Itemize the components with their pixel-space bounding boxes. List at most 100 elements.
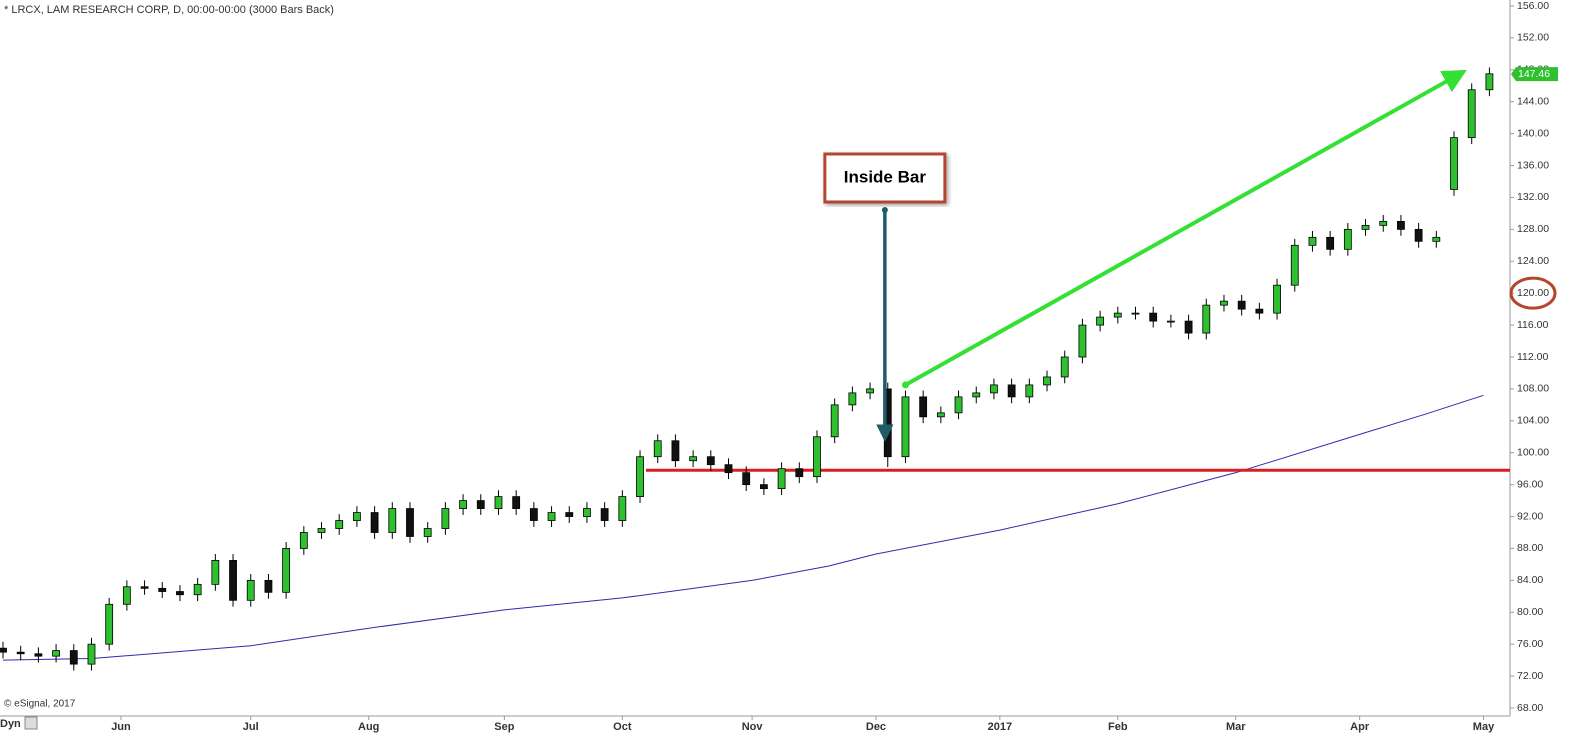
candle-body [813,436,821,478]
candle-body [158,587,167,592]
y-tick-label: 76.00 [1517,638,1543,650]
tick-highlight [1509,276,1557,310]
candle-body [1467,89,1476,139]
y-tick-label: 128.00 [1517,223,1549,235]
candle-body [777,468,786,490]
candle-body [193,583,202,596]
candle-body [0,647,7,653]
last-price-label: 147.46 [1518,68,1550,80]
y-tick-label: 68.00 [1517,702,1543,714]
candle-body [1273,284,1281,314]
candle-body [565,512,574,517]
candle-body [724,464,733,474]
candle-body [1414,228,1423,242]
candle-body [848,392,857,406]
corner-label: Dyn [0,718,21,730]
candle-body [1450,137,1458,190]
y-tick-label: 116.00 [1517,319,1548,331]
y-tick-label: 156.00 [1517,0,1549,12]
x-tick-label: Oct [613,721,632,733]
candle-body [246,579,255,601]
candle-body [1060,356,1069,378]
candle-body [1326,236,1335,250]
candle-body [1096,316,1105,326]
candle-body [1397,220,1405,230]
y-tick-label: 124.00 [1517,255,1549,267]
x-tick-label: May [1473,721,1495,733]
x-tick-label: Sep [494,721,514,733]
y-tick-label: 80.00 [1517,606,1543,618]
chart-title: * LRCX, LAM RESEARCH CORP, D, 00:00-00:0… [4,4,334,16]
y-tick-label: 136.00 [1517,159,1549,171]
x-tick-label: Jun [111,721,131,733]
candle-body [1379,220,1388,226]
callout-dot [881,207,888,213]
candle-body [759,484,768,490]
candle-body [335,520,344,529]
candle-body [211,560,220,585]
candle-body [1184,320,1193,334]
x-tick-label: Mar [1226,721,1246,733]
y-tick-label: 112.00 [1517,351,1548,363]
y-tick-label: 120.00 [1517,287,1549,299]
candle-body [990,384,998,394]
candle-body [16,651,25,655]
candle-body [742,472,751,486]
y-tick-label: 84.00 [1517,574,1543,586]
candle-body [901,396,910,458]
candle-body [370,512,379,533]
lock-icon[interactable] [24,716,38,730]
candle-body [441,508,450,529]
candle-body [972,392,981,398]
candle-body [653,440,662,458]
candle-body [529,508,538,521]
candle-body [1485,73,1494,91]
x-tick-label: Jul [243,721,259,733]
candle-body [52,650,60,657]
candle-body [830,404,839,438]
y-tick-label: 140.00 [1517,127,1549,139]
callout-text: Inside Bar [844,167,927,186]
x-tick-label: Dec [866,721,886,733]
candle-body [494,496,503,509]
candle-body [689,456,698,462]
candle-body [1043,376,1051,386]
candle-body [299,532,308,549]
candle-body [229,560,237,601]
y-tick-label: 132.00 [1517,191,1549,203]
candle-body [866,388,874,394]
copyright: © eSignal, 2017 [4,699,76,710]
candle-body [1078,324,1087,358]
y-tick-label: 96.00 [1517,478,1543,490]
y-tick-label: 144.00 [1517,96,1549,108]
candle-body [105,603,114,645]
candle-body [671,440,680,462]
candle-body [1432,236,1441,242]
candle-body [69,650,78,665]
candle-body [706,456,715,466]
candle-body [795,468,804,478]
candle-body [1255,308,1264,314]
candle-body [388,508,397,533]
x-tick-label: Aug [358,721,379,733]
y-tick-label: 152.00 [1517,32,1549,44]
x-tick-label: Nov [742,721,764,733]
candle-body [176,591,184,596]
candle-body [423,528,432,537]
moving-average [2,394,1484,661]
candle-body [140,586,149,589]
candle-body [512,496,521,509]
candle-body [547,512,556,521]
candle-body [476,500,485,509]
candle-body [1361,224,1370,230]
candle-body [1290,244,1299,286]
y-tick-label: 100.00 [1517,447,1549,459]
x-tick-label: 2017 [988,721,1012,733]
candle-body [1308,236,1317,246]
candle-body [1237,300,1246,310]
candle-body [919,396,928,418]
candle-body [1343,228,1352,250]
candle-body [264,579,273,593]
y-tick-label: 104.00 [1517,415,1549,427]
